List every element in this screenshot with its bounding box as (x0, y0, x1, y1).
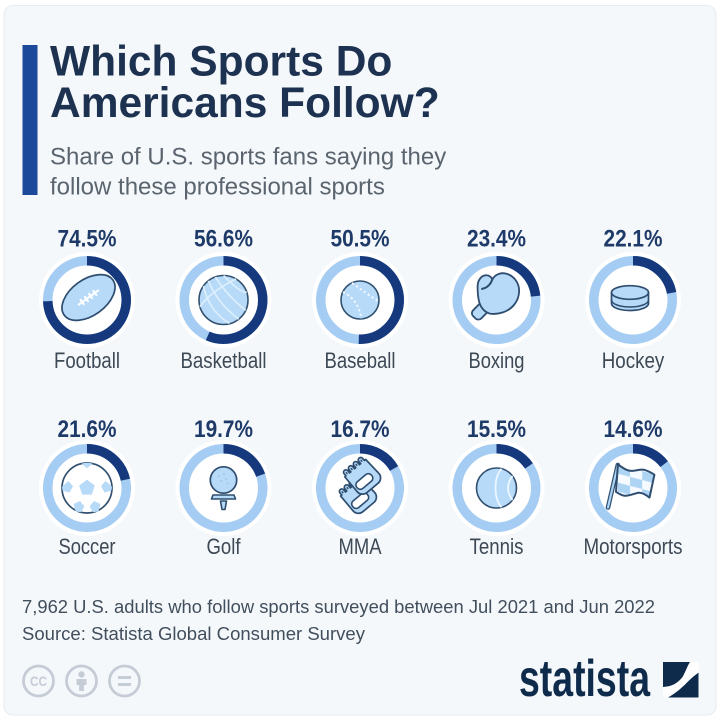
svg-text:CC: CC (30, 674, 47, 689)
svg-text:follow these professional spor: follow these professional sports (50, 174, 385, 201)
svg-text:16.7%: 16.7% (331, 416, 390, 443)
svg-text:Tennis: Tennis (470, 534, 524, 559)
svg-text:74.5%: 74.5% (58, 226, 117, 253)
svg-text:50.5%: 50.5% (331, 226, 390, 253)
svg-text:Hockey: Hockey (602, 348, 665, 373)
svg-text:Soccer: Soccer (59, 534, 116, 559)
svg-text:22.1%: 22.1% (604, 226, 663, 253)
svg-text:statista: statista (519, 650, 651, 708)
svg-text:Americans Follow?: Americans Follow? (50, 80, 440, 127)
svg-text:Which Sports Do: Which Sports Do (50, 39, 392, 86)
svg-text:Baseball: Baseball (325, 348, 396, 373)
svg-text:19.7%: 19.7% (194, 416, 253, 443)
svg-text:Golf: Golf (207, 534, 242, 559)
svg-text:Share of U.S. sports fans sayi: Share of U.S. sports fans saying they (50, 144, 446, 171)
svg-text:56.6%: 56.6% (194, 226, 253, 253)
svg-text:21.6%: 21.6% (58, 416, 117, 443)
svg-text:15.5%: 15.5% (467, 416, 526, 443)
svg-text:Basketball: Basketball (181, 348, 267, 373)
svg-text:23.4%: 23.4% (467, 226, 526, 253)
svg-text:Motorsports: Motorsports (584, 534, 683, 559)
svg-text:Source: Statista Global Consum: Source: Statista Global Consumer Survey (22, 623, 366, 644)
svg-text:14.6%: 14.6% (604, 416, 663, 443)
svg-text:MMA: MMA (339, 534, 382, 559)
svg-text:7,962 U.S. adults who follow s: 7,962 U.S. adults who follow sports surv… (22, 596, 655, 617)
svg-text:Football: Football (54, 348, 120, 373)
svg-text:Boxing: Boxing (469, 348, 525, 373)
